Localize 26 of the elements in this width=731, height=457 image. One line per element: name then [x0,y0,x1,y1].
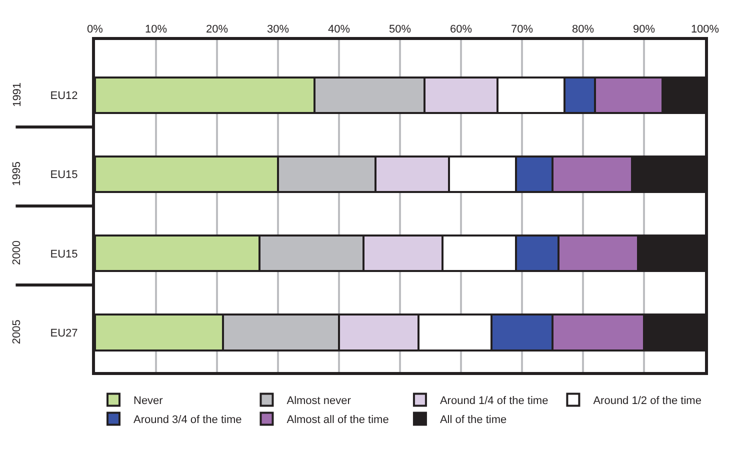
legend-label: Around 3/4 of the time [134,414,242,426]
text: 2005 [11,320,24,344]
x-tick-label: 0% [87,24,104,36]
x-tick-label: 10% [144,24,168,36]
x-tick-label: 70% [510,24,534,36]
text: 1991 [11,82,24,107]
legend-label: Never [134,395,164,408]
y-tick-label: EU15 [50,169,78,182]
x-tick-label: 80% [572,24,594,36]
legend-label: Almost all of the time [286,414,389,426]
legend-label: Almost never [286,395,352,408]
x-tick-label: 100% [690,24,720,36]
legend-label: All of the time [440,414,507,426]
legend-label: Around 1/4 of the time [440,395,548,408]
x-tick-label: 30% [266,24,290,36]
text: 1995 [11,161,24,186]
y-tick-label: EU27 [50,327,78,340]
text: 2000 [11,240,24,266]
y-tick-label: EU12 [50,90,78,102]
y-tick-label: EU15 [50,248,78,260]
legend-label: Around 1/2 of the time [593,395,702,408]
x-tick-label: 40% [328,24,350,36]
x-tick-label: 50% [388,24,412,36]
x-tick-label: 20% [206,24,228,36]
x-tick-label: 90% [632,24,656,36]
x-tick-label: 60% [450,24,472,36]
